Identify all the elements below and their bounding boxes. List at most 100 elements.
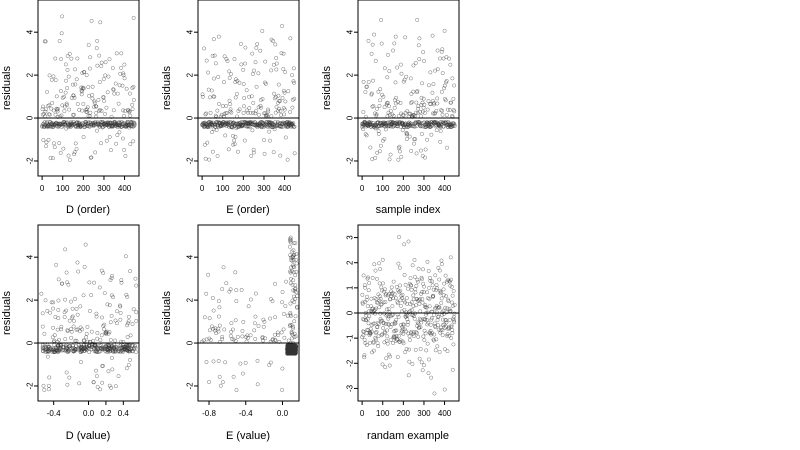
y-axis-label: residuals	[161, 290, 173, 335]
data-point	[60, 281, 64, 286]
data-point	[233, 80, 238, 85]
data-point	[378, 267, 382, 271]
data-point	[433, 111, 438, 115]
data-point	[444, 294, 448, 299]
data-point	[363, 285, 367, 290]
data-point	[443, 98, 448, 103]
data-point	[415, 331, 419, 335]
data-point	[84, 110, 89, 114]
data-point	[71, 93, 76, 98]
data-point	[230, 327, 235, 332]
data-point	[418, 317, 423, 322]
data-point	[422, 110, 427, 115]
data-point	[109, 124, 114, 129]
data-point	[65, 86, 69, 90]
data-point	[208, 328, 212, 333]
data-point	[225, 59, 230, 63]
data-point	[438, 139, 443, 144]
data-point	[125, 294, 130, 299]
data-point	[398, 298, 403, 303]
data-point	[85, 105, 90, 110]
y-tick-label: -2	[186, 382, 195, 390]
data-point	[435, 96, 440, 101]
data-point	[290, 259, 295, 263]
data-point	[266, 109, 271, 114]
x-tick-label: 200	[397, 409, 411, 418]
data-point	[413, 287, 418, 292]
data-point	[216, 34, 221, 39]
data-point	[74, 347, 79, 352]
data-point	[404, 310, 409, 315]
data-point	[65, 349, 70, 353]
data-point	[249, 94, 254, 99]
data-point	[275, 330, 280, 335]
data-point	[376, 120, 381, 125]
data-point	[95, 330, 100, 335]
data-point	[97, 285, 102, 290]
data-point	[371, 348, 376, 353]
data-point	[387, 69, 392, 73]
data-point	[60, 103, 65, 108]
data-point	[218, 383, 223, 388]
data-point	[420, 154, 425, 158]
data-point	[432, 321, 437, 326]
data-point	[53, 112, 58, 117]
data-point	[420, 81, 424, 86]
data-point	[425, 290, 429, 295]
data-point	[376, 132, 381, 136]
data-point	[67, 346, 72, 351]
data-point	[71, 112, 76, 117]
data-point	[435, 101, 440, 106]
data-point	[379, 302, 383, 307]
data-point	[75, 327, 80, 332]
data-point	[449, 100, 454, 105]
data-point	[428, 331, 433, 336]
data-point	[78, 325, 83, 330]
y-tick-label: 2	[186, 72, 195, 77]
data-point	[401, 79, 406, 84]
data-point	[47, 383, 51, 388]
data-point	[111, 295, 115, 300]
data-point	[425, 137, 429, 142]
data-point	[57, 39, 62, 43]
data-point	[261, 338, 265, 343]
data-point	[47, 347, 52, 352]
data-point	[49, 300, 54, 305]
data-point	[279, 51, 284, 56]
data-point	[107, 303, 112, 308]
data-point	[254, 84, 259, 89]
data-point	[449, 284, 454, 289]
data-point	[424, 305, 429, 310]
data-point	[89, 347, 94, 352]
data-point	[408, 76, 413, 81]
data-point	[392, 105, 397, 110]
data-point	[111, 108, 116, 113]
data-point	[262, 138, 266, 142]
data-point	[94, 104, 99, 109]
data-point	[286, 348, 291, 353]
data-point	[405, 313, 410, 318]
data-point	[101, 95, 106, 99]
x-tick-label: 300	[417, 409, 431, 418]
data-point	[419, 320, 424, 325]
data-point	[107, 135, 112, 139]
data-point	[211, 127, 216, 132]
data-point	[367, 333, 372, 338]
y-tick-label: 4	[346, 29, 355, 34]
data-point	[65, 280, 70, 285]
x-tick-label: -0.8	[202, 409, 216, 418]
data-point	[253, 314, 258, 319]
x-tick-label: 400	[278, 184, 292, 193]
data-point	[432, 391, 437, 396]
data-point	[439, 258, 444, 263]
data-point	[440, 47, 445, 52]
data-point	[120, 83, 125, 88]
data-point	[398, 288, 403, 293]
data-point	[87, 350, 92, 354]
data-point	[65, 328, 70, 333]
data-point	[436, 323, 440, 328]
data-point	[59, 57, 63, 61]
data-point	[260, 29, 265, 33]
data-point	[421, 105, 426, 110]
data-point	[230, 337, 235, 341]
